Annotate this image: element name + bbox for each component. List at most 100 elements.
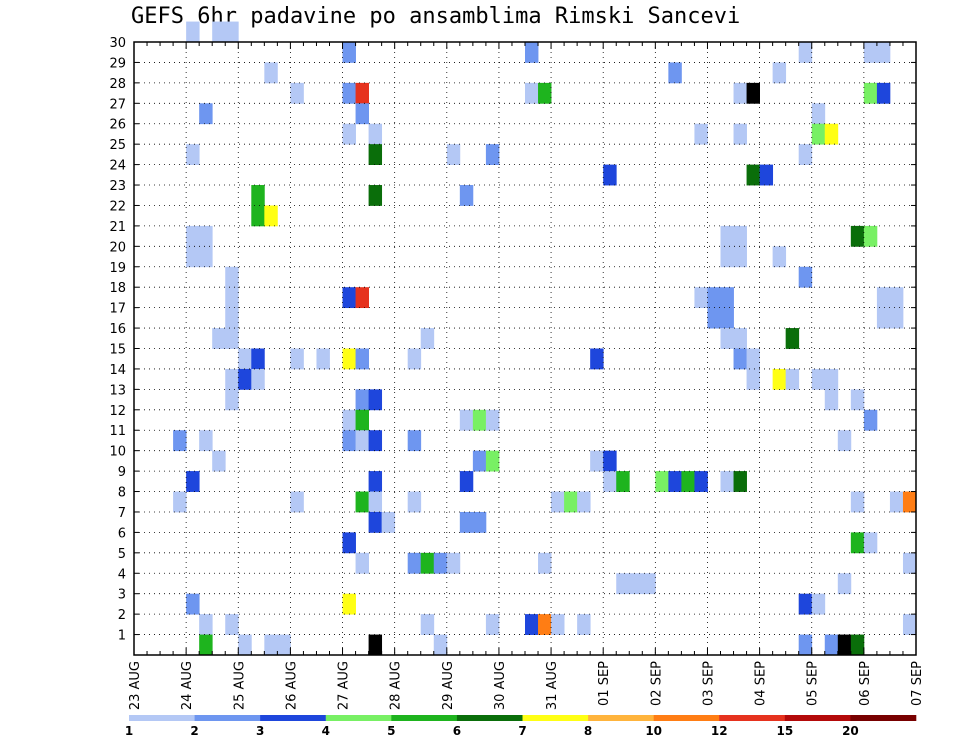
heatmap-cell: [199, 634, 213, 656]
heatmap-cell: [863, 82, 878, 104]
heatmap-cell: [837, 634, 852, 656]
heatmap-cell: [720, 328, 734, 349]
heatmap-cell: [811, 123, 826, 145]
heatmap-cell: [355, 491, 369, 513]
heatmap-cell: [837, 430, 852, 452]
colorbar-label: 7: [518, 724, 526, 738]
y-tick-label: 1: [118, 629, 126, 644]
y-tick-label: 21: [109, 220, 126, 235]
colorbar-swatch: [456, 715, 523, 721]
heatmap-cell: [850, 491, 865, 513]
y-tick-label: 29: [109, 56, 126, 71]
heatmap-cell: [811, 103, 826, 125]
heatmap-cell: [746, 82, 760, 104]
heatmap-cell: [264, 62, 278, 84]
heatmap-cell: [720, 471, 734, 492]
heatmap-cell: [876, 82, 891, 104]
heatmap-cell: [381, 511, 396, 533]
x-tick-label: 07 SEP: [910, 661, 925, 706]
colorbar-swatch: [850, 715, 917, 721]
heatmap-cell: [538, 82, 552, 104]
colorbar-swatch: [784, 715, 851, 721]
heatmap-cell: [551, 614, 565, 635]
y-tick-label: 5: [118, 547, 126, 562]
heatmap-cell: [694, 287, 708, 309]
heatmap-cell: [212, 450, 226, 472]
heatmap-cell: [342, 287, 356, 309]
x-tick-label: 01 SEP: [597, 661, 612, 706]
heatmap-cell: [355, 82, 369, 104]
colorbar-label: 1: [125, 724, 133, 738]
heatmap-cell: [590, 348, 604, 370]
heatmap-cell: [746, 348, 760, 370]
heatmap-cell: [342, 532, 356, 554]
heatmap-cell: [603, 450, 617, 472]
heatmap-cell: [186, 144, 200, 165]
heatmap-cell: [238, 368, 252, 390]
heatmap-cell: [902, 552, 917, 574]
y-tick-label: 15: [109, 343, 126, 358]
x-tick-label: 03 SEP: [701, 661, 716, 706]
heatmap-cell: [472, 511, 487, 533]
heatmap-cell: [277, 634, 291, 656]
heatmap-cell: [342, 593, 356, 615]
colorbar-label: 4: [322, 724, 330, 738]
y-tick-label: 26: [109, 118, 126, 133]
heatmap-cell: [837, 573, 852, 595]
colorbar-label: 15: [776, 724, 793, 738]
heatmap-cell: [446, 144, 461, 165]
heatmap-cell: [225, 389, 239, 411]
x-tick-label: 27 AUG: [337, 661, 352, 710]
heatmap-cell: [485, 409, 500, 431]
heatmap-cell: [720, 246, 734, 268]
heatmap-cell: [368, 144, 383, 165]
heatmap-cell: [811, 368, 826, 390]
heatmap-cell: [420, 552, 435, 574]
heatmap-cell: [420, 614, 435, 635]
heatmap-cell: [264, 634, 278, 656]
colorbar-swatch: [391, 715, 458, 721]
heatmap-cell: [186, 246, 200, 268]
x-tick-label: 26 AUG: [284, 661, 299, 710]
heatmap-cell: [642, 573, 656, 595]
heatmap-cell: [603, 164, 617, 186]
heatmap-cell: [342, 430, 356, 452]
colorbar-label: 12: [711, 724, 728, 738]
heatmap-cell: [902, 491, 917, 513]
heatmap-cell: [746, 164, 760, 186]
heatmap-cell: [603, 471, 617, 492]
heatmap-cell: [368, 634, 383, 656]
heatmap-cell: [368, 389, 383, 411]
colorbar-label: 5: [387, 724, 395, 738]
x-tick-label: 30 AUG: [493, 661, 508, 710]
y-tick-label: 6: [118, 526, 126, 541]
heatmap-cell: [694, 471, 708, 492]
heatmap-cell: [616, 471, 630, 492]
heatmap-cell: [798, 634, 813, 656]
heatmap-cell: [824, 389, 839, 411]
heatmap-cell: [798, 144, 813, 165]
heatmap-cell: [199, 430, 213, 452]
heatmap-cell: [889, 287, 904, 309]
heatmap-cell: [720, 225, 734, 247]
heatmap-cell: [446, 552, 461, 574]
heatmap-cell: [655, 471, 669, 492]
heatmap-cell: [889, 491, 904, 513]
heatmap-cell: [525, 82, 539, 104]
heatmap-cell: [368, 471, 383, 492]
x-tick-label: 23 AUG: [128, 661, 143, 710]
heatmap-cell: [368, 123, 383, 145]
heatmap-cell: [225, 307, 239, 329]
heatmap-cell: [733, 123, 747, 145]
colorbar-swatch: [129, 715, 195, 721]
colorbar-swatch: [588, 715, 654, 721]
heatmap-cell: [186, 21, 200, 43]
heatmap-cell: [811, 593, 826, 615]
heatmap-cell: [876, 307, 891, 329]
heatmap-cell: [225, 287, 239, 309]
heatmap-cell: [368, 511, 383, 533]
heatmap-cell: [290, 348, 304, 370]
heatmap-cell: [525, 42, 539, 63]
y-tick-label: 28: [109, 77, 126, 92]
